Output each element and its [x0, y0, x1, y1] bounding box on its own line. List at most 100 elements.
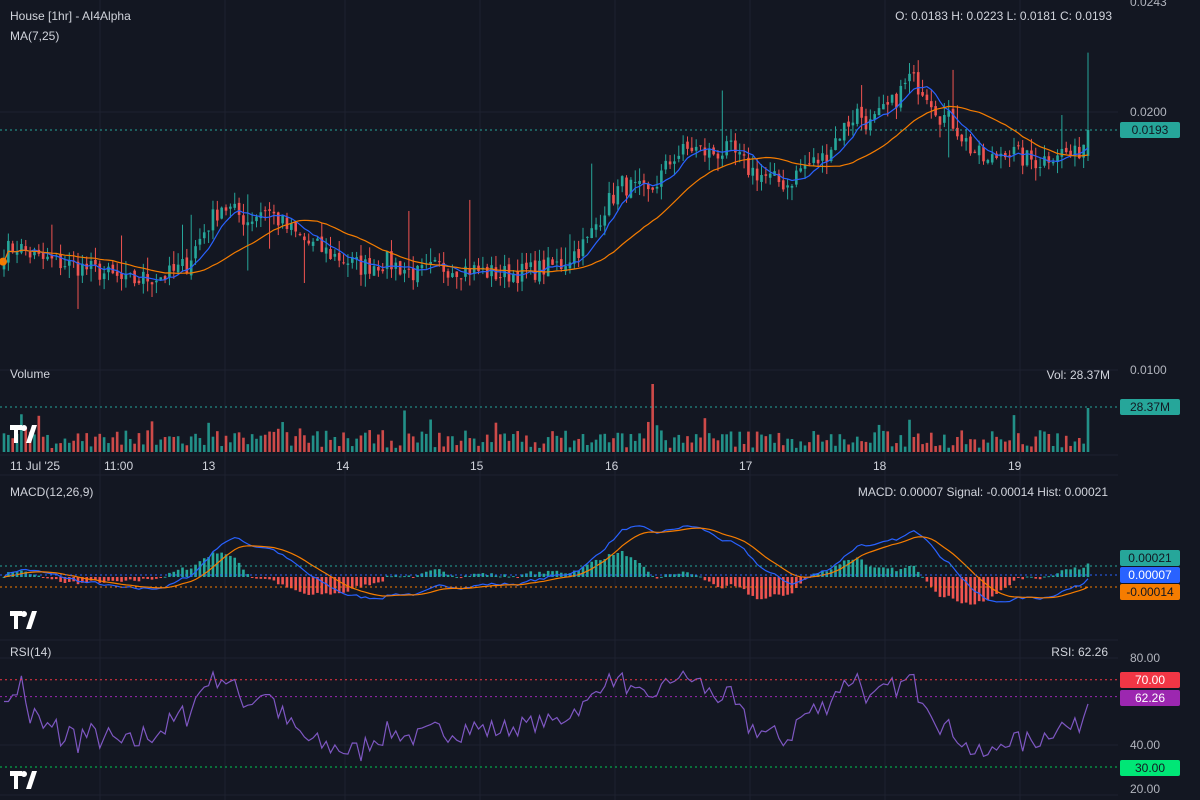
- candle-body: [120, 273, 123, 279]
- candle-body: [899, 85, 903, 108]
- macd-histogram-bar: [773, 577, 776, 595]
- candle-body: [1025, 150, 1029, 166]
- candle-body: [33, 251, 36, 256]
- rsi-series: [4, 670, 1089, 762]
- volume-bar: [24, 427, 28, 452]
- volume-bar: [512, 434, 515, 452]
- macd-histogram-bar: [690, 574, 694, 577]
- volume-bar: [455, 445, 459, 452]
- macd-histogram-bar: [263, 577, 267, 579]
- candle-body: [821, 153, 824, 161]
- candle-body: [46, 256, 49, 260]
- macd-histogram-bar: [512, 576, 515, 578]
- date-label: 11 Jul '25: [10, 459, 61, 473]
- macd-histogram-bar: [385, 575, 389, 577]
- macd-histogram-bar: [390, 576, 393, 578]
- volume-bar: [403, 410, 406, 452]
- macd-histogram-bar: [986, 577, 990, 601]
- macd-histogram-bar: [377, 577, 380, 583]
- volume-bar: [599, 434, 602, 452]
- macd-histogram-bar: [529, 571, 533, 577]
- candle-body: [703, 147, 707, 156]
- volume-bar: [81, 441, 84, 452]
- candle-body: [964, 138, 968, 142]
- last-price-badge: 0.0193: [1120, 122, 1180, 138]
- volume-bar: [94, 436, 97, 452]
- volume-bar: [1008, 440, 1011, 452]
- macd-histogram-bar: [738, 577, 742, 588]
- candle-body: [198, 238, 202, 245]
- macd-histogram-bar: [54, 577, 58, 580]
- macd-histogram-bar: [115, 577, 119, 582]
- guide-lines: [0, 129, 1118, 768]
- volume-bar: [873, 432, 876, 452]
- volume-bar: [1060, 447, 1064, 452]
- candle-body: [285, 217, 289, 229]
- macd-histogram-bar: [755, 577, 759, 600]
- candle-body: [316, 238, 319, 241]
- macd-histogram-bar: [516, 577, 520, 578]
- candle-body: [716, 153, 720, 159]
- volume-bar: [660, 430, 663, 452]
- candle-body: [459, 278, 463, 280]
- volume-bar: [329, 439, 332, 452]
- macd-histogram-bar: [734, 577, 737, 587]
- candle-body: [246, 222, 250, 226]
- macd-histogram-bar: [625, 556, 628, 577]
- volume-bar: [1086, 408, 1090, 452]
- macd-histogram-bar: [220, 552, 223, 577]
- volume-readout: Vol: 28.37M: [1046, 368, 1110, 382]
- candle-body: [581, 239, 585, 257]
- macd-histogram-bar: [995, 577, 998, 594]
- macd-histogram-bar: [673, 574, 676, 577]
- volume-bar: [107, 443, 110, 452]
- volume-bar: [729, 431, 733, 452]
- macd-histogram-bar: [677, 573, 681, 577]
- candle-body: [1038, 167, 1042, 169]
- macd-histogram-bar: [181, 567, 184, 577]
- macd-histogram-bar: [281, 577, 284, 585]
- candle-body: [102, 273, 106, 280]
- macd-histogram-bar: [329, 577, 332, 595]
- volume-bar: [242, 437, 245, 452]
- macd-value-badge: 0.00007: [1120, 567, 1180, 583]
- volume-bar: [612, 438, 615, 452]
- macd-histogram-bar: [359, 577, 363, 588]
- volume-bar: [433, 447, 437, 452]
- macd-histogram-bar: [316, 577, 319, 593]
- volume-bar: [507, 440, 511, 452]
- price-tick: 0.0100: [1130, 363, 1167, 377]
- macd-histogram-bar: [446, 574, 450, 577]
- volume-bar: [760, 434, 763, 452]
- candle-body: [224, 207, 228, 211]
- candle-body: [943, 114, 946, 123]
- candle-body: [599, 225, 602, 227]
- macd-histogram-bar: [664, 574, 668, 577]
- candle-body: [707, 148, 711, 158]
- volume-bar: [812, 431, 816, 452]
- macd-histogram-bar: [294, 577, 297, 591]
- volume-bar: [877, 424, 881, 452]
- macd-histogram-bar: [337, 577, 341, 594]
- candle-body: [938, 116, 942, 125]
- volume-bar: [298, 428, 302, 452]
- volume-bar: [398, 445, 402, 452]
- volume-bar: [446, 436, 450, 452]
- candle-body: [133, 270, 136, 284]
- volume-bar: [63, 438, 67, 452]
- candle-body: [490, 265, 493, 277]
- candle-body: [142, 271, 145, 284]
- volume-bar: [438, 432, 441, 452]
- macd-histogram-bar: [398, 576, 402, 578]
- candle-body: [216, 209, 219, 221]
- macd-histogram-bar: [124, 577, 128, 581]
- candle-body: [869, 119, 872, 131]
- volume-bar: [538, 447, 541, 452]
- macd-histogram-bar: [938, 577, 942, 597]
- volume-bar: [908, 419, 911, 452]
- candle-body: [346, 263, 350, 265]
- ma7-line: [3, 85, 1089, 281]
- volume-bar: [468, 438, 472, 452]
- volume-bar: [85, 433, 89, 452]
